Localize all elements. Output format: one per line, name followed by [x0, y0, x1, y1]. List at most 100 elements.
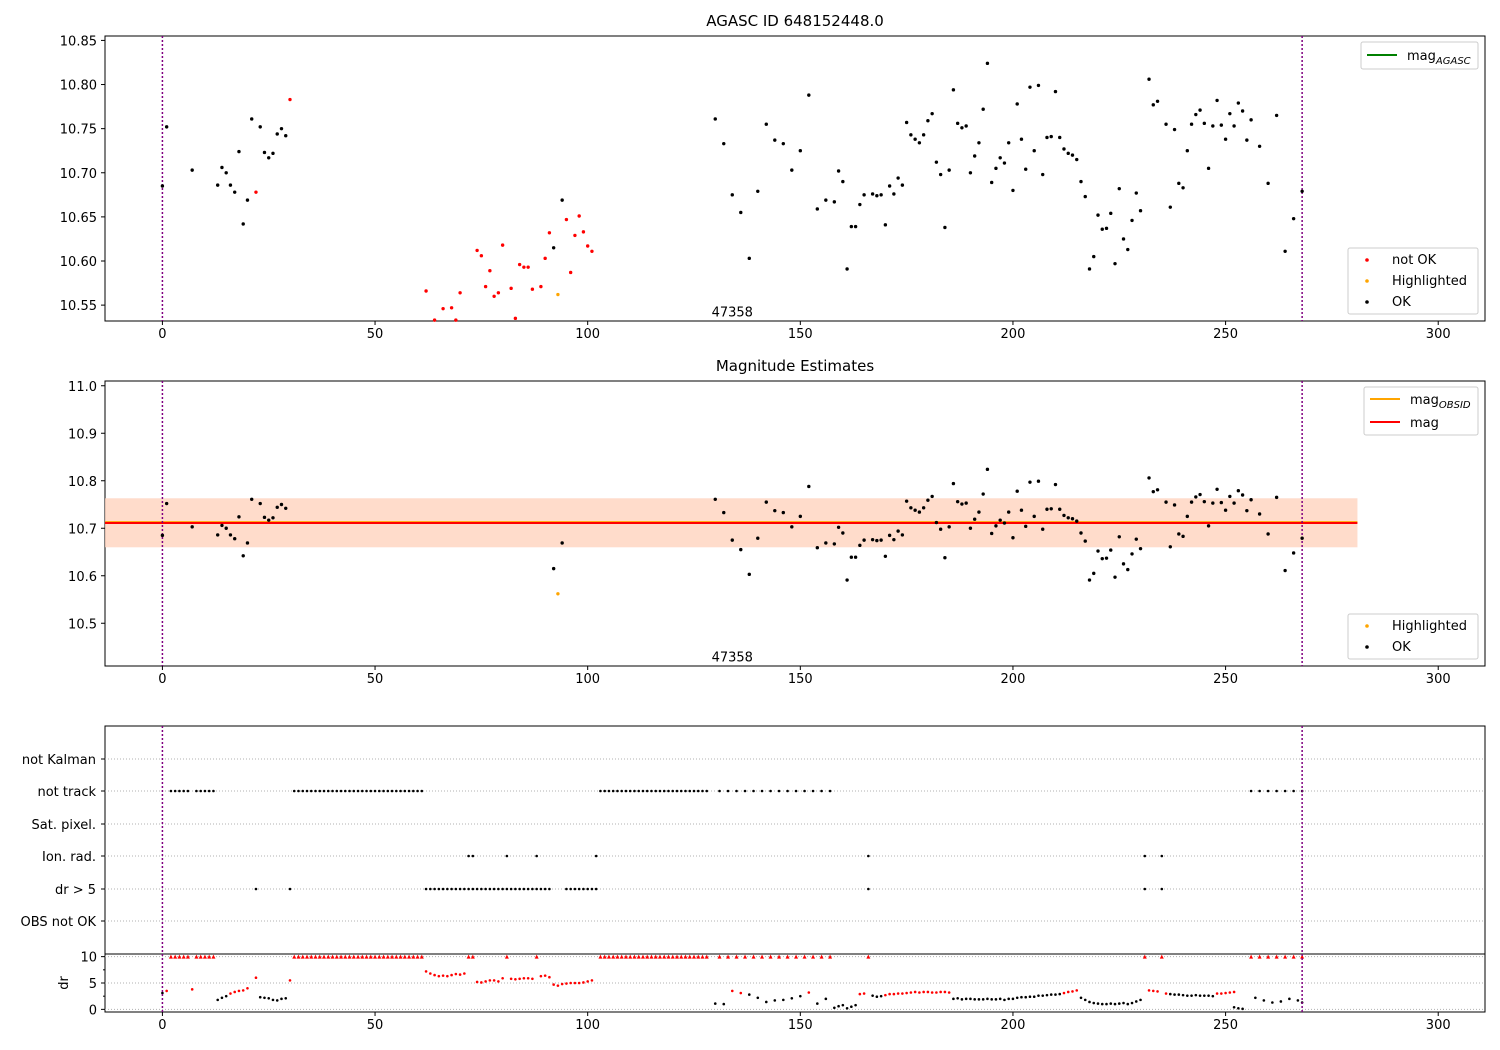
ok-point: [1228, 494, 1232, 499]
flag-point: [590, 887, 594, 891]
ok-point: [1113, 575, 1117, 579]
flag-point: [169, 789, 173, 793]
ok-point: [1274, 495, 1279, 500]
dr-point-not-ok: [492, 979, 496, 982]
dr-point-not-ok: [475, 980, 479, 984]
flag-point: [173, 789, 177, 793]
flag-point: [322, 789, 326, 793]
ok-point: [951, 481, 956, 486]
not-ok-point: [517, 262, 522, 267]
flag-point: [186, 789, 190, 793]
ok-point: [1168, 545, 1173, 549]
ok-point: [1240, 109, 1245, 113]
ok-point: [853, 224, 858, 229]
ok-point: [845, 578, 849, 582]
flag-point: [616, 789, 619, 793]
dr-point-not-ok: [526, 976, 530, 980]
dr-clipped-marker: [777, 954, 782, 959]
dr-point-ok: [1271, 1001, 1274, 1004]
ok-point: [279, 502, 284, 507]
ok-point: [764, 500, 768, 504]
dr-point-not-ok: [497, 980, 500, 983]
flag-row-label: Ion. rad.: [42, 850, 96, 865]
x-tick-label: 200: [1001, 1018, 1026, 1033]
ok-point: [994, 524, 998, 528]
flag-point: [450, 887, 453, 891]
dr-clipped-marker: [177, 954, 182, 959]
ok-point: [1245, 138, 1249, 142]
ok-point: [1036, 83, 1041, 88]
dr-point-not-ok: [254, 976, 258, 980]
dr-clipped-marker: [402, 954, 407, 959]
dr-clipped-marker: [292, 954, 297, 959]
x-tick-label: 200: [1001, 672, 1026, 687]
ok-point: [267, 518, 271, 522]
ok-point: [934, 520, 939, 525]
dr-point-not-ok: [901, 992, 904, 995]
flag-point: [399, 789, 402, 793]
ok-point: [1206, 166, 1211, 171]
dr-clipped-marker: [198, 954, 203, 959]
dr-point-ok: [764, 1000, 768, 1004]
dr-point-ok: [841, 1003, 845, 1007]
dr-point-not-ok: [229, 992, 232, 995]
flag-point: [403, 789, 407, 793]
flag-point: [548, 887, 551, 891]
ok-point: [1249, 498, 1253, 502]
ok-point: [1066, 151, 1070, 156]
ok-point: [955, 121, 960, 126]
flag-row-label: not track: [37, 785, 96, 800]
dr-point-not-ok: [1156, 990, 1159, 993]
ok-point: [1041, 527, 1045, 531]
not-ok-point: [585, 244, 590, 248]
ok-point: [1070, 517, 1075, 521]
not-ok-point: [483, 284, 488, 289]
flag-point: [352, 789, 356, 793]
flag-point: [531, 887, 534, 891]
ok-point: [1130, 552, 1134, 556]
dr-clipped-marker: [168, 954, 173, 959]
dr-clipped-marker: [296, 954, 301, 959]
dr-point-not-ok: [1232, 990, 1236, 994]
ok-point: [1109, 548, 1113, 552]
ok-point: [926, 119, 930, 123]
dr-clipped-marker: [726, 954, 731, 959]
dr-point-ok: [1032, 995, 1036, 999]
dr-point-ok: [1198, 994, 1202, 997]
ok-point: [262, 150, 267, 155]
ok-point: [921, 506, 926, 510]
flag-point: [679, 789, 683, 793]
ok-point: [220, 165, 224, 170]
dr-clipped-marker: [377, 954, 382, 959]
ok-point: [807, 484, 811, 489]
obsid-annotation: 47358: [712, 650, 753, 665]
dr-point-ok: [747, 993, 751, 996]
dr-clipped-marker: [760, 954, 765, 959]
legend-points: Highlighted OK: [1347, 613, 1479, 660]
flag-point: [594, 887, 598, 891]
dr-point-ok: [1100, 1002, 1104, 1006]
ok-point: [1062, 513, 1066, 518]
flag-point: [509, 887, 513, 891]
dr-clipped-marker: [398, 954, 403, 959]
ok-point: [258, 125, 262, 129]
dr-clipped-marker: [653, 954, 658, 959]
ok-point: [730, 193, 734, 197]
not-ok-point: [479, 254, 484, 258]
dr-clipped-marker: [466, 954, 471, 959]
ok-point: [739, 210, 743, 215]
dr-point-not-ok: [913, 990, 917, 994]
ok-point: [900, 183, 905, 187]
dr-point-ok: [1288, 997, 1291, 1001]
dr-clipped-marker: [802, 954, 807, 959]
flag-point: [467, 887, 470, 891]
ok-point: [1096, 213, 1100, 217]
not-ok-point: [458, 291, 462, 295]
dr-clipped-marker: [322, 954, 327, 959]
dr-clipped-marker: [1257, 954, 1262, 959]
dr-clipped-marker: [364, 954, 369, 959]
not-ok-point: [475, 248, 479, 253]
ok-point: [245, 541, 250, 545]
dr-point-ok: [1054, 993, 1057, 996]
ok-point: [968, 171, 973, 175]
